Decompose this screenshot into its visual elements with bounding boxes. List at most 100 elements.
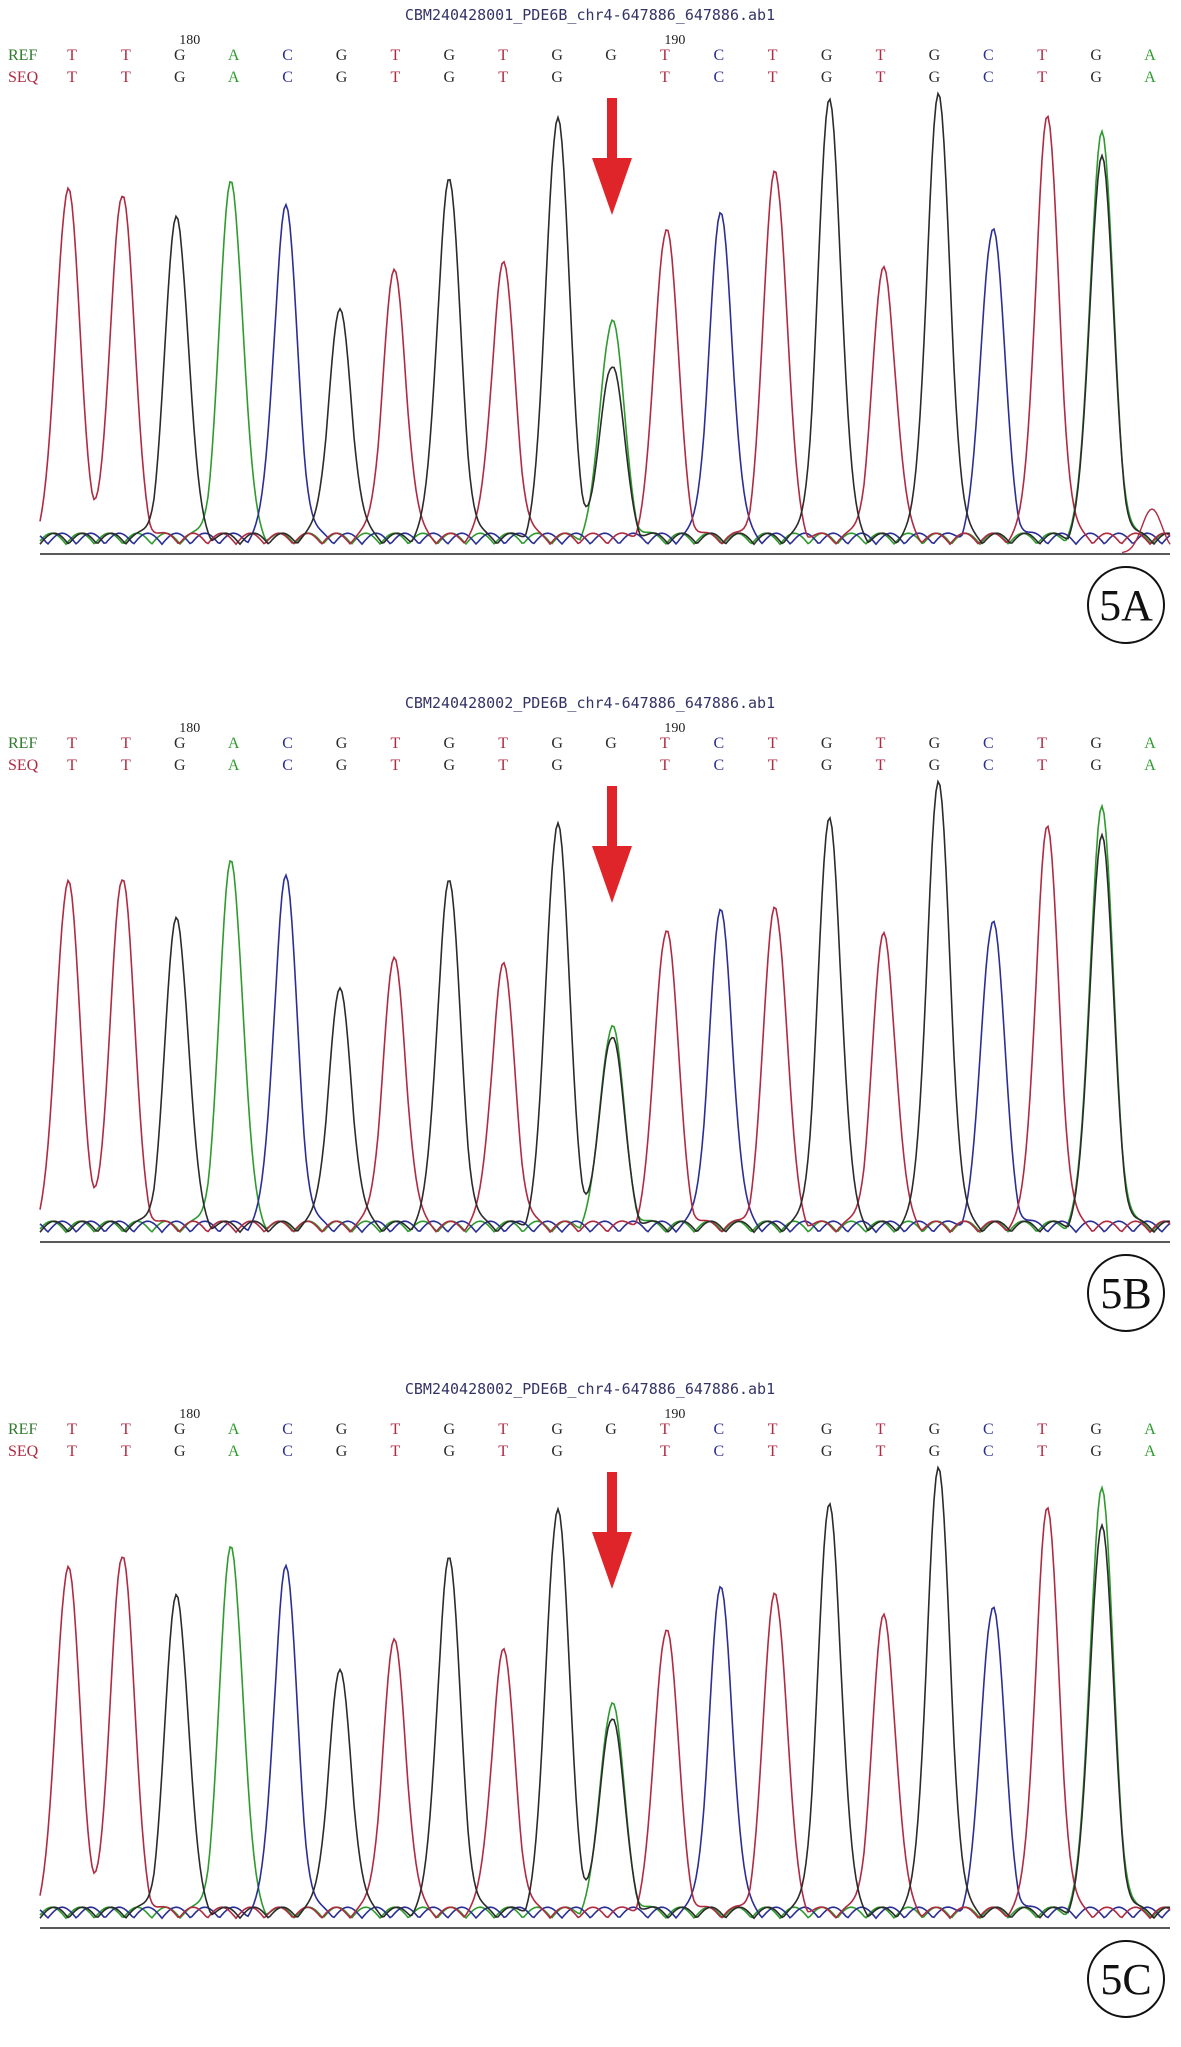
seq-base: C — [983, 69, 994, 86]
seq-base: A — [1144, 1443, 1156, 1460]
seq-row-label: SEQ — [8, 757, 39, 774]
seq-base: T — [391, 1443, 401, 1460]
ref-base: C — [983, 1421, 994, 1438]
seq-base: C — [282, 69, 293, 86]
file-name: CBM240428002_PDE6B_chr4-647886_647886.ab… — [405, 694, 775, 712]
ref-base: T — [498, 735, 508, 752]
ref-base: T — [67, 735, 77, 752]
ref-base: T — [876, 1421, 886, 1438]
ref-base: C — [713, 735, 724, 752]
ref-row-label: REF — [8, 735, 37, 752]
seq-base: T — [498, 757, 508, 774]
seq-base: T — [1037, 69, 1047, 86]
seq-base: T — [876, 1443, 886, 1460]
ref-base: A — [1144, 1421, 1156, 1438]
position-marker: 180 — [179, 33, 200, 48]
position-marker: 190 — [664, 721, 685, 736]
seq-base: G — [1090, 1443, 1102, 1460]
seq-base: G — [336, 1443, 348, 1460]
ref-base: G — [444, 735, 456, 752]
ref-base: G — [551, 735, 563, 752]
ref-base: T — [121, 47, 131, 64]
seq-base: G — [929, 69, 941, 86]
mutation-arrow-head — [592, 1532, 632, 1589]
trace-G — [39, 779, 1171, 1234]
ref-base: C — [983, 47, 994, 64]
seq-base: G — [336, 757, 348, 774]
ref-base: A — [1144, 47, 1156, 64]
ref-base: T — [660, 47, 670, 64]
seq-base: T — [391, 757, 401, 774]
seq-base: A — [228, 1443, 240, 1460]
ref-base: G — [336, 47, 348, 64]
trace-G — [39, 91, 1171, 546]
panel-label: 5C — [1100, 1955, 1151, 2004]
seq-base: T — [768, 757, 778, 774]
seq-base: C — [713, 1443, 724, 1460]
file-name: CBM240428002_PDE6B_chr4-647886_647886.ab… — [405, 1380, 775, 1398]
ref-base: G — [929, 1421, 941, 1438]
seq-base: T — [876, 69, 886, 86]
seq-base: G — [174, 69, 186, 86]
mutation-arrow-shaft — [607, 98, 617, 160]
seq-base: T — [660, 757, 670, 774]
ref-base: G — [336, 1421, 348, 1438]
ref-base: T — [660, 735, 670, 752]
seq-base: C — [983, 1443, 994, 1460]
seq-base: C — [713, 757, 724, 774]
position-marker: 190 — [664, 1407, 685, 1422]
ref-base: G — [929, 735, 941, 752]
trace-C — [39, 1563, 1171, 1920]
ref-base: G — [336, 735, 348, 752]
seq-base: T — [121, 1443, 131, 1460]
ref-base: G — [821, 1421, 833, 1438]
ref-base: T — [876, 47, 886, 64]
ref-base: A — [228, 1421, 240, 1438]
seq-base: G — [551, 757, 563, 774]
ref-base: T — [768, 735, 778, 752]
seq-base: T — [768, 1443, 778, 1460]
ref-base: T — [1037, 735, 1047, 752]
ref-base: G — [551, 1421, 563, 1438]
ref-base: T — [498, 47, 508, 64]
seq-base: T — [391, 69, 401, 86]
seq-base: C — [282, 757, 293, 774]
seq-base: T — [876, 757, 886, 774]
ref-base: G — [821, 735, 833, 752]
ref-base: T — [660, 1421, 670, 1438]
seq-base: G — [929, 757, 941, 774]
trace-C — [39, 872, 1171, 1234]
ref-base: G — [605, 47, 617, 64]
ref-base: T — [1037, 47, 1047, 64]
mutation-arrow-head — [592, 846, 632, 903]
ref-base: G — [1090, 47, 1102, 64]
ref-base: G — [1090, 1421, 1102, 1438]
seq-base: G — [336, 69, 348, 86]
seq-base: T — [660, 69, 670, 86]
ref-base: T — [498, 1421, 508, 1438]
seq-base: G — [929, 1443, 941, 1460]
seq-base: T — [498, 1443, 508, 1460]
seq-base: A — [228, 757, 240, 774]
seq-base: G — [551, 1443, 563, 1460]
seq-base: A — [1144, 69, 1156, 86]
ref-base: C — [983, 735, 994, 752]
seq-row-label: SEQ — [8, 1443, 39, 1460]
seq-base: T — [67, 1443, 77, 1460]
ref-base: G — [174, 1421, 186, 1438]
trace-tail — [1121, 508, 1171, 554]
seq-base: G — [1090, 757, 1102, 774]
seq-row-label: SEQ — [8, 69, 39, 86]
ref-base: G — [821, 47, 833, 64]
trace-G — [39, 1465, 1171, 1920]
ref-base: G — [444, 1421, 456, 1438]
ref-row-label: REF — [8, 1421, 37, 1438]
ref-base: A — [1144, 735, 1156, 752]
seq-base: G — [821, 69, 833, 86]
mutation-arrow-shaft — [607, 786, 617, 848]
ref-base: T — [391, 735, 401, 752]
ref-base: T — [1037, 1421, 1047, 1438]
ref-base: A — [228, 735, 240, 752]
seq-base: T — [121, 757, 131, 774]
